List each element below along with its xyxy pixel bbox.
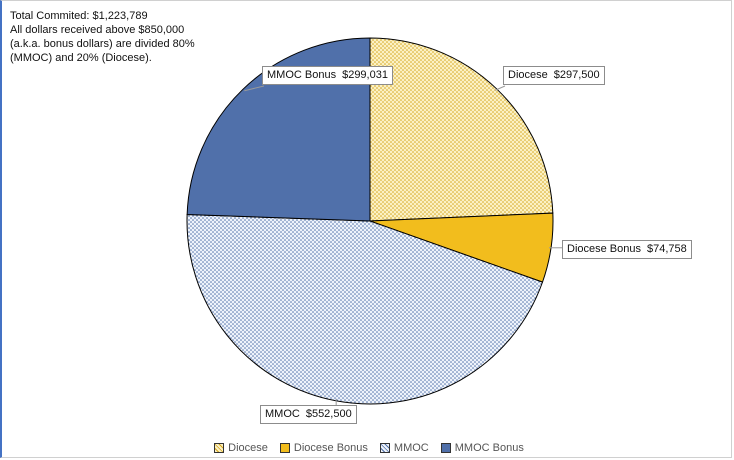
data-label-value: $552,500	[305, 408, 352, 420]
note-line-1: All dollars received above $850,000	[10, 24, 185, 36]
data-label-value: $297,500	[553, 69, 600, 81]
data-label-value: $74,758	[647, 243, 687, 255]
data-label-name: Diocese Bonus	[567, 243, 641, 255]
data-label-name: MMOC Bonus	[267, 69, 337, 81]
legend-label-mmoc-bonus: MMOC Bonus	[454, 442, 524, 454]
legend-swatch-mmoc-bonus	[440, 443, 451, 453]
leader-line	[244, 85, 265, 92]
legend-item-diocese-bonus: Diocese Bonus	[279, 442, 368, 454]
data-label-mmoc: MMOC $552,500	[260, 405, 357, 424]
legend-item-mmoc: MMOC	[379, 442, 429, 454]
legend-label-diocese: Diocese	[228, 442, 268, 454]
leader-line	[494, 85, 506, 91]
pie-slice-diocese	[369, 37, 554, 222]
data-label-mmoc-bonus: MMOC Bonus $299,031	[262, 66, 393, 85]
data-label-diocese: Diocese $297,500	[503, 66, 605, 85]
note-line-total: Total Commited: $1,223,789	[10, 10, 148, 22]
legend-label-mmoc: MMOC	[393, 442, 429, 454]
legend-item-mmoc-bonus: MMOC Bonus	[440, 442, 524, 454]
note-line-2: (a.k.a. bonus dollars) are divided 80%	[10, 38, 195, 50]
chart-note: Total Commited: $1,223,789 All dollars r…	[10, 9, 195, 65]
data-label-name: MMOC	[265, 408, 300, 420]
legend-item-diocese: Diocese	[214, 442, 268, 454]
data-label-diocese-bonus: Diocese Bonus $74,758	[562, 240, 692, 259]
legend-label-diocese-bonus: Diocese Bonus	[293, 442, 368, 454]
legend-swatch-diocese-bonus	[279, 443, 290, 453]
legend-swatch-diocese	[214, 443, 225, 453]
chart-legend: Diocese Diocese Bonus MMOC MMOC Bonus	[2, 442, 734, 454]
note-line-3: (MMOC) and 20% (Diocese).	[10, 52, 152, 64]
data-label-name: Diocese	[508, 69, 548, 81]
legend-swatch-mmoc	[379, 443, 390, 453]
data-label-value: $299,031	[342, 69, 388, 81]
